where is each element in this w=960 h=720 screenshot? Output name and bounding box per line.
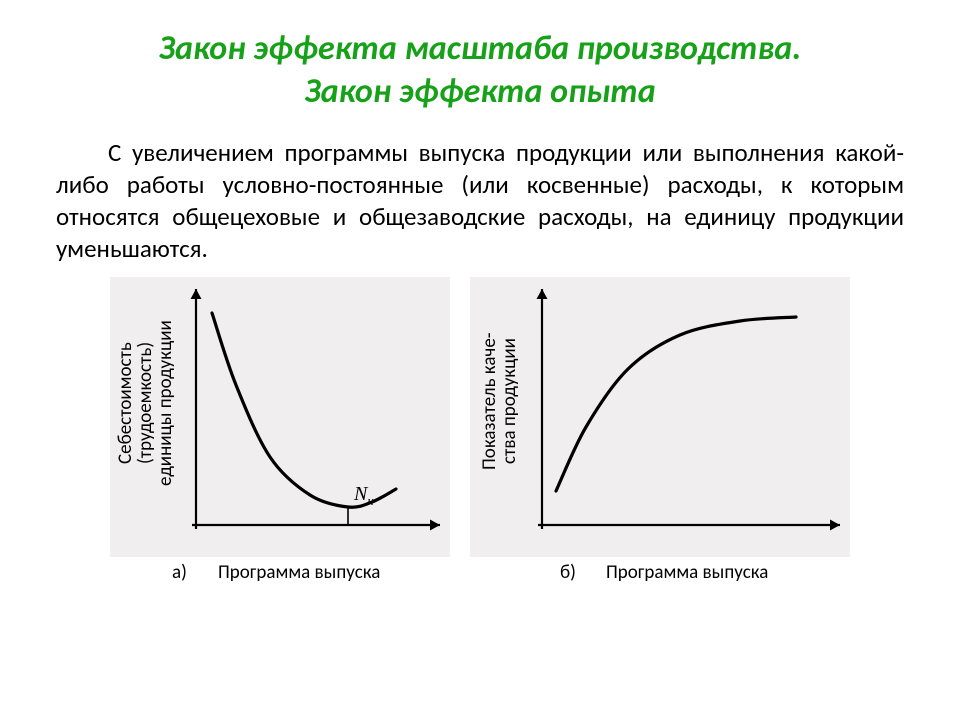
chart-a: Себестоимость(трудоемкость)единицы проду… (110, 277, 450, 591)
chart-b-x-label: Программа выпуска (606, 561, 768, 584)
chart-a-y-label: Себестоимость(трудоемкость)единицы проду… (116, 289, 176, 517)
charts-row: Себестоимость(трудоемкость)единицы проду… (56, 277, 904, 591)
chart-a-n-label: Nн (354, 483, 374, 509)
title-line-1: Закон эффекта масштаба производства. (159, 28, 802, 69)
body-paragraph: С увеличением программы выпуска продукци… (56, 137, 904, 265)
chart-b: Показатель каче-ства продукции б) Програ… (470, 277, 850, 591)
slide-root: Закон эффекта масштаба производства. Зак… (0, 0, 960, 720)
chart-b-y-label: Показатель каче-ства продукции (480, 297, 520, 505)
chart-a-x-label: Программа выпуска (218, 561, 380, 584)
slide-title: Закон эффекта масштаба производства. Зак… (56, 28, 904, 113)
chart-b-panel-label: б) (560, 561, 576, 584)
chart-b-svg (470, 277, 850, 557)
chart-a-panel-label: а) (172, 561, 187, 584)
title-line-2: Закон эффекта опыта (304, 71, 655, 112)
